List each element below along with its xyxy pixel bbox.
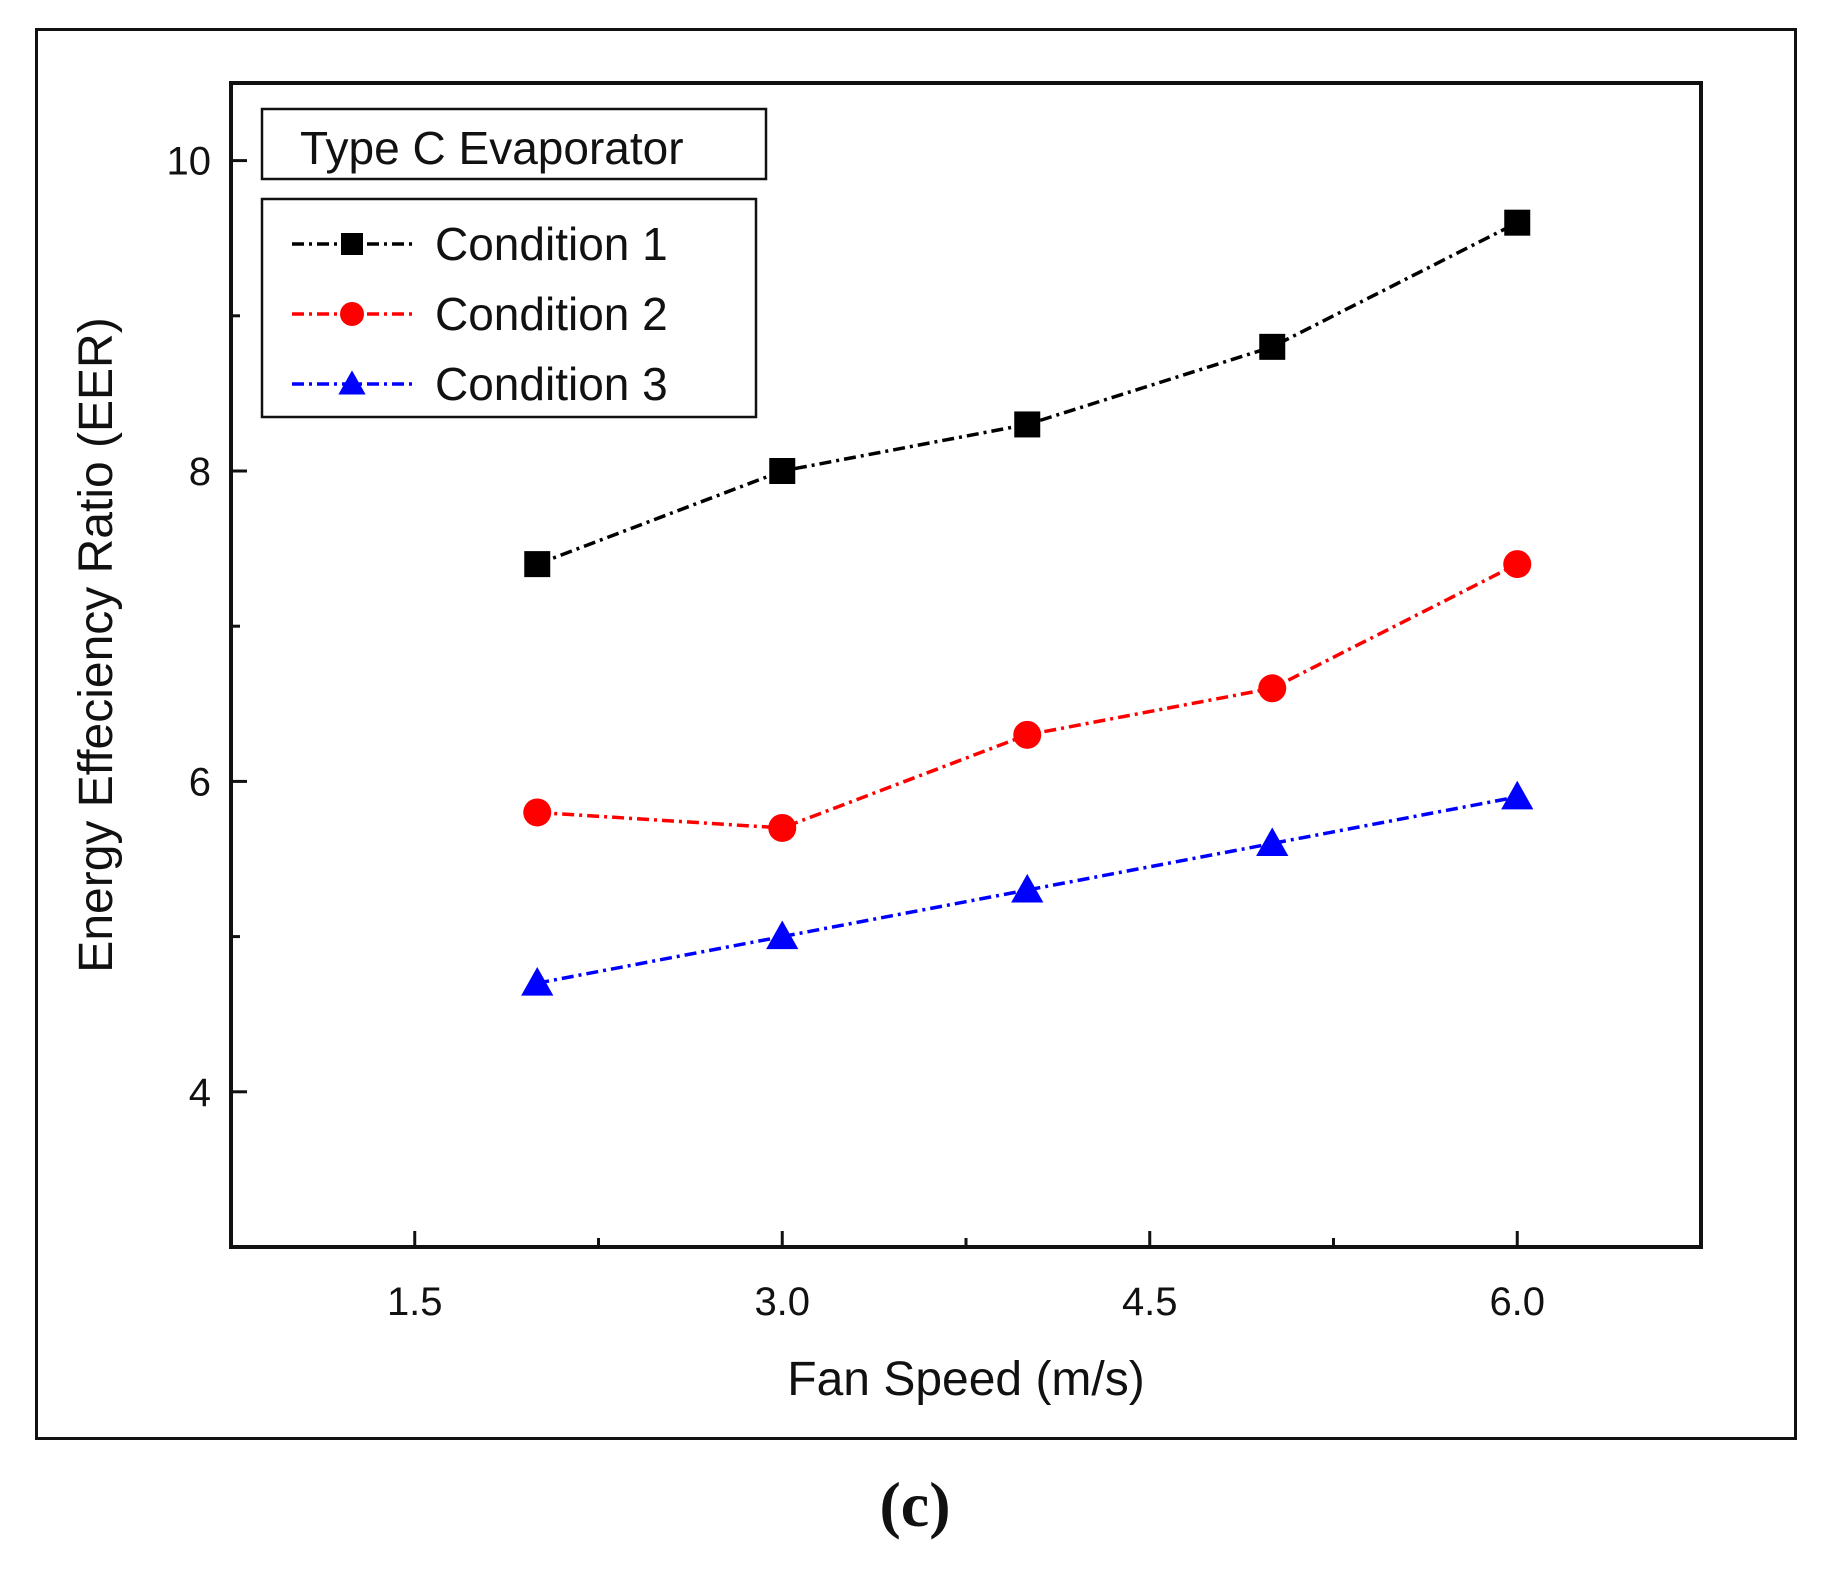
y-tick-label: 4: [189, 1071, 211, 1115]
data-point: [1013, 720, 1042, 749]
data-point: [1014, 411, 1041, 438]
data-point: [523, 798, 552, 827]
x-axis-label: Fan Speed (m/s): [787, 1353, 1144, 1406]
data-point: [1501, 780, 1534, 810]
y-tick-label: 6: [189, 760, 211, 804]
data-point: [1256, 827, 1289, 856]
data-point: [521, 967, 554, 996]
legend-marker: [338, 370, 366, 395]
data-point: [1011, 873, 1044, 903]
data-point: [766, 920, 799, 950]
x-tick-label: 3.0: [754, 1280, 810, 1324]
data-point: [1503, 550, 1532, 579]
legend-marker: [341, 233, 363, 255]
legend-label: Condition 2: [435, 288, 668, 340]
series-line: [536, 795, 1518, 985]
legend-marker: [340, 302, 364, 326]
chart: 1.5 3.0 4.5 6.0 4 6 8 10 Fan Speed (m/s) Energy E…: [70, 81, 1703, 1406]
chart-title: Type C Evaporator: [300, 122, 684, 174]
x-tick-label: 6.0: [1489, 1280, 1545, 1324]
x-tick-label: 1.5: [387, 1280, 443, 1324]
figure-frame: [35, 28, 1797, 1440]
data-point: [1504, 209, 1531, 236]
data-point: [768, 813, 797, 842]
legend-label: Condition 1: [435, 218, 668, 270]
data-point: [1258, 674, 1287, 703]
y-tick-label: 10: [167, 140, 212, 184]
y-tick-label: 8: [189, 450, 211, 494]
series-line: [537, 562, 1519, 830]
data-point: [524, 551, 551, 578]
chart-title-box: [260, 107, 768, 181]
y-axis-label: Energy Effeciency Ratio (EER): [70, 317, 123, 972]
panel-label: (c): [879, 1469, 951, 1540]
plot-layer: 1.5 3.0 4.5 6.0 4 6 8 10 Fan Speed (m/s) Energy E…: [70, 81, 1703, 1406]
x-tick-label: 4.5: [1122, 1280, 1178, 1324]
data-point: [769, 458, 796, 484]
data-point: [1259, 333, 1286, 360]
legend-label: Condition 3: [435, 358, 668, 410]
